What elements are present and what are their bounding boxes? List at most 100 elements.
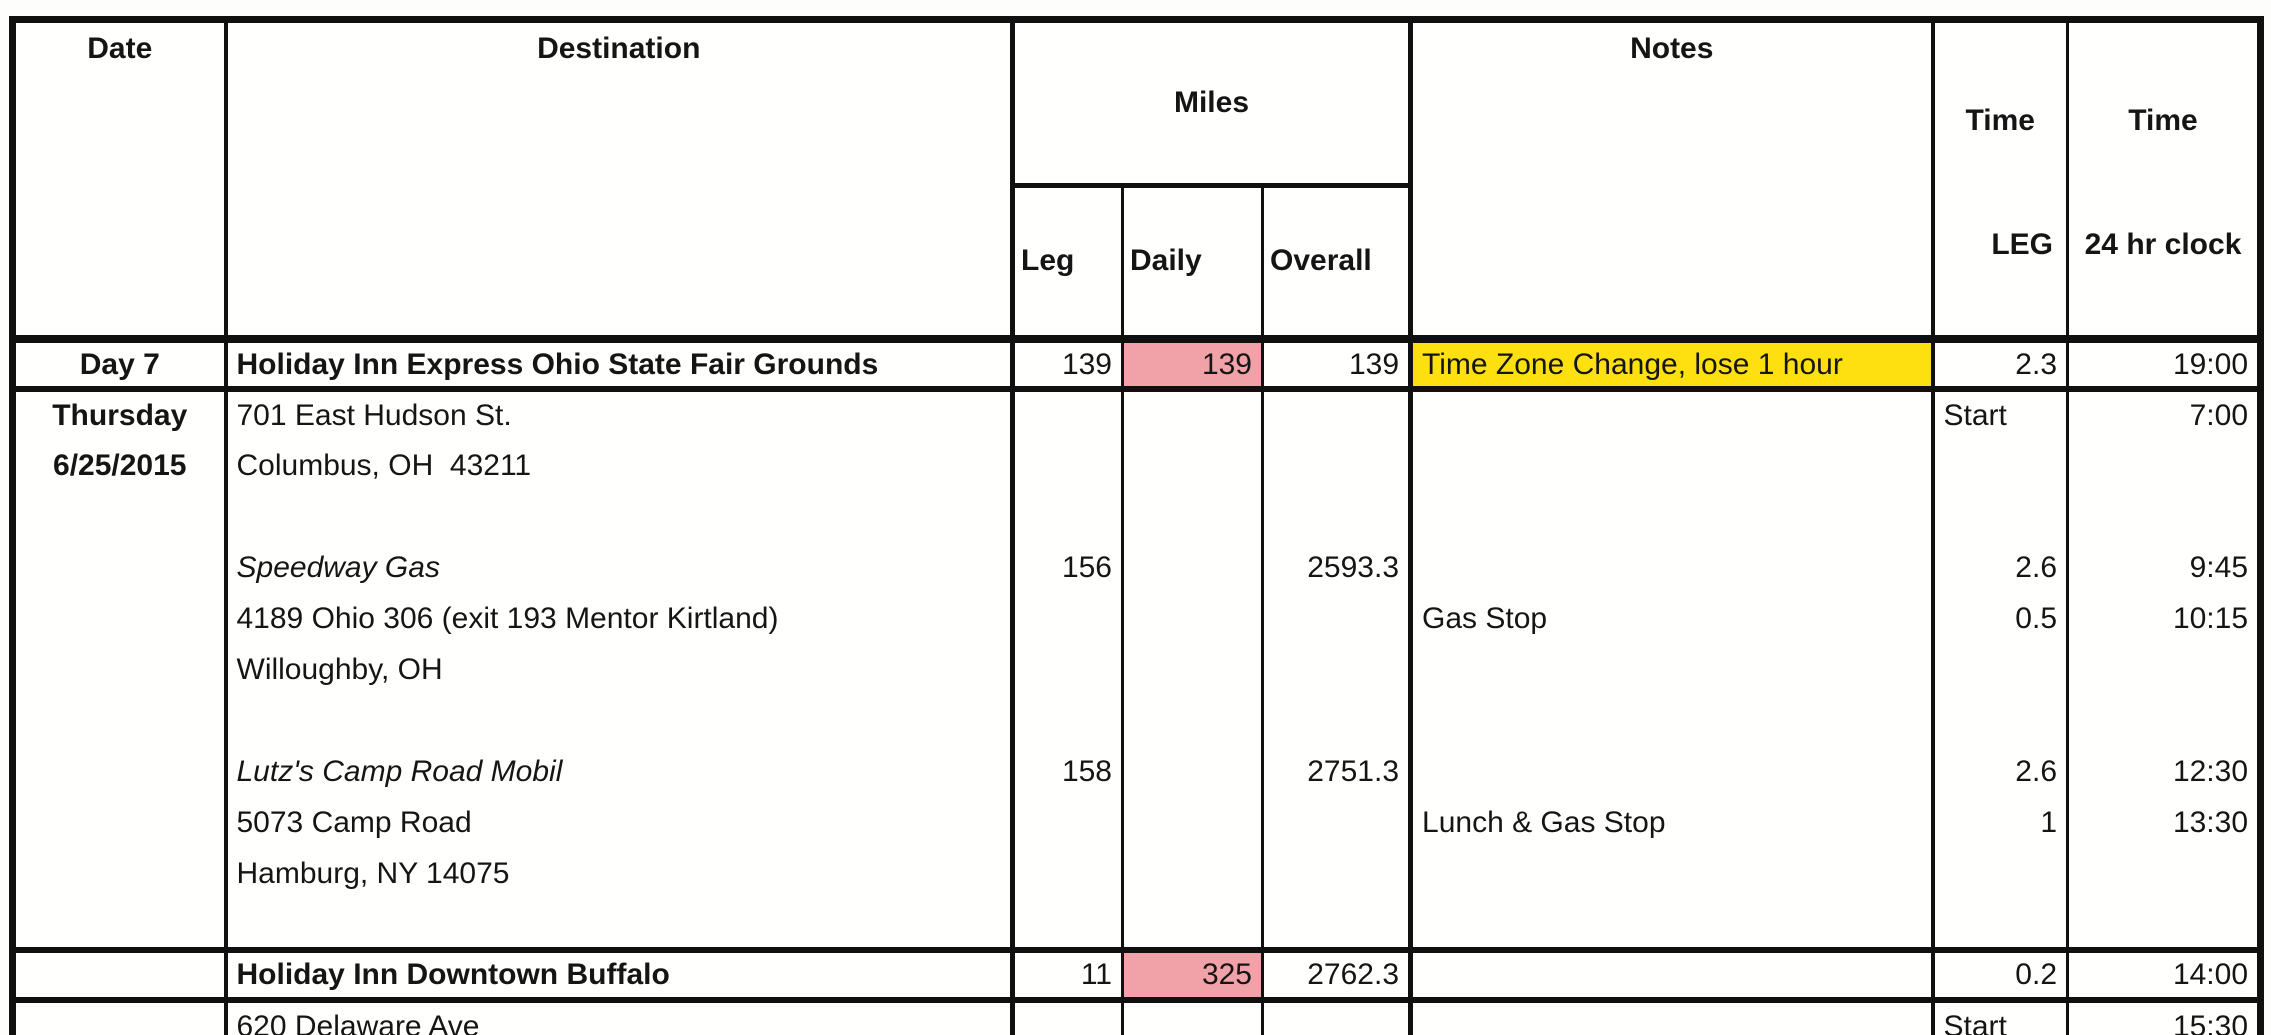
time-clock-cell xyxy=(2068,440,2261,491)
miles-group-header: Miles xyxy=(1012,19,1414,188)
notes-cell xyxy=(1410,1000,1935,1035)
detail-row xyxy=(12,899,2261,950)
miles-overall-cell xyxy=(1262,797,1414,848)
notes-cell xyxy=(1410,899,1935,950)
date-cell xyxy=(12,491,228,542)
time-leg-cell: Start xyxy=(1932,1000,2070,1035)
destination-cell: 4189 Ohio 306 (exit 193 Mentor Kirtland) xyxy=(225,593,1015,644)
table-body: Day 7 Holiday Inn Express Ohio State Fair… xyxy=(12,336,2261,1035)
miles-overall-cell xyxy=(1262,644,1414,695)
itinerary-table: Date Destination Miles Notes Time LEG Ti… xyxy=(9,16,2265,1035)
date-cell xyxy=(12,695,228,746)
detail-row: Thursday 701 East Hudson St. Start 7:00 xyxy=(12,389,2261,440)
miles-overall-cell xyxy=(1262,1000,1414,1035)
detail-row: 6/25/2015 Columbus, OH 43211 xyxy=(12,440,2261,491)
detail-row: Willoughby, OH xyxy=(12,644,2261,695)
destination-cell: Holiday Inn Express Ohio State Fair Grou… xyxy=(225,336,1015,392)
detail-row xyxy=(12,695,2261,746)
date-cell: Thursday xyxy=(12,389,228,440)
miles-leg-cell xyxy=(1012,644,1124,695)
detail-row xyxy=(12,491,2261,542)
miles-overall-cell xyxy=(1262,848,1414,899)
time-leg-cell: 0.2 xyxy=(1932,947,2070,1003)
miles-leg-cell xyxy=(1012,389,1124,440)
miles-daily-cell xyxy=(1122,389,1264,440)
miles-leg-cell xyxy=(1012,797,1124,848)
miles-overall-cell xyxy=(1262,695,1414,746)
time-leg-cell xyxy=(1932,644,2070,695)
date-column-header: Date xyxy=(12,19,228,339)
time-clock-header-line1: Time xyxy=(2128,104,2198,137)
detail-row: Lutz's Camp Road Mobil 158 2751.3 2.6 12:30 xyxy=(12,746,2261,797)
notes-column-header: Notes xyxy=(1410,19,1935,339)
destination-cell: 5073 Camp Road xyxy=(225,797,1015,848)
date-cell xyxy=(12,593,228,644)
miles-leg-cell: 139 xyxy=(1012,336,1124,392)
miles-daily-cell xyxy=(1122,695,1264,746)
notes-cell: Time Zone Change, lose 1 hour xyxy=(1410,336,1935,392)
time-clock-cell: 10:15 xyxy=(2172,601,2249,635)
destination-cell: Columbus, OH 43211 xyxy=(225,440,1015,491)
miles-daily-cell xyxy=(1122,848,1264,899)
notes-cell xyxy=(1410,695,1935,746)
date-cell: 6/25/2015 xyxy=(12,440,228,491)
time-leg-cell: 2.6 xyxy=(1932,542,2070,593)
miles-leg-cell xyxy=(1012,593,1124,644)
time-leg-cell: Start xyxy=(1932,389,2070,440)
destination-cell xyxy=(225,695,1015,746)
miles-leg-cell xyxy=(1012,440,1124,491)
miles-leg-cell xyxy=(1012,899,1124,950)
destination-cell: 620 Delaware Ave xyxy=(225,1000,1015,1035)
date-cell xyxy=(12,848,228,899)
time-clock-cell: 7:00 xyxy=(2189,399,2249,432)
miles-leg-cell xyxy=(1012,491,1124,542)
destination-cell: Hamburg, NY 14075 xyxy=(225,848,1015,899)
detail-row: Hamburg, NY 14075 xyxy=(12,848,2261,899)
overall-subheader: Overall xyxy=(1262,185,1414,339)
miles-daily-cell xyxy=(1122,1000,1264,1035)
miles-daily-cell xyxy=(1122,440,1264,491)
table-header: Date Destination Miles Notes Time LEG Ti… xyxy=(12,19,2261,340)
miles-leg-cell: 11 xyxy=(1012,947,1124,1003)
date-cell xyxy=(12,542,228,593)
time-clock-cell: 9:45 xyxy=(2189,550,2249,584)
destination-column-header: Destination xyxy=(225,19,1015,339)
miles-leg-cell xyxy=(1012,695,1124,746)
miles-overall-cell xyxy=(1262,593,1414,644)
notes-cell xyxy=(1410,542,1935,593)
destination-cell xyxy=(225,491,1015,542)
daily-subheader: Daily xyxy=(1122,185,1264,339)
date-cell xyxy=(12,1000,228,1035)
date-cell xyxy=(12,644,228,695)
summary-row: Holiday Inn Downtown Buffalo 11 325 2762.3 0… xyxy=(12,947,2261,1003)
date-cell: Day 7 xyxy=(12,336,228,392)
miles-overall-cell: 2593.3 xyxy=(1262,542,1414,593)
miles-leg-cell xyxy=(1012,848,1124,899)
date-cell xyxy=(12,797,228,848)
time-clock-column-header: Time 24 hr clock xyxy=(2068,20,2261,340)
time-leg-cell xyxy=(1932,848,2070,899)
miles-daily-cell xyxy=(1122,746,1264,797)
time-clock-cell: 13:30 xyxy=(2172,805,2249,839)
destination-cell: 701 East Hudson St. xyxy=(225,389,1015,440)
miles-overall-cell xyxy=(1262,440,1414,491)
time-leg-cell: 1 xyxy=(1932,797,2070,848)
time-clock-cell xyxy=(2068,491,2261,542)
miles-overall-cell xyxy=(1262,389,1414,440)
time-clock-cell xyxy=(2068,644,2261,695)
destination-cell: Willoughby, OH xyxy=(225,644,1015,695)
miles-daily-cell xyxy=(1122,593,1264,644)
miles-overall-cell xyxy=(1262,899,1414,950)
time-leg-header-line1: Time xyxy=(1965,104,2035,137)
time-clock-cell xyxy=(2068,899,2261,950)
miles-daily-cell xyxy=(1122,542,1264,593)
miles-overall-cell xyxy=(1262,491,1414,542)
detail-row: 5073 Camp Road Lunch & Gas Stop 1 13:30 xyxy=(12,797,2261,848)
time-clock-cell xyxy=(2068,695,2261,746)
date-cell xyxy=(12,947,228,1003)
miles-overall-cell: 139 xyxy=(1262,336,1414,392)
destination-cell: Speedway Gas xyxy=(225,542,1015,593)
time-leg-cell: 2.6 xyxy=(1932,746,2070,797)
notes-cell xyxy=(1410,389,1935,440)
date-cell xyxy=(12,746,228,797)
